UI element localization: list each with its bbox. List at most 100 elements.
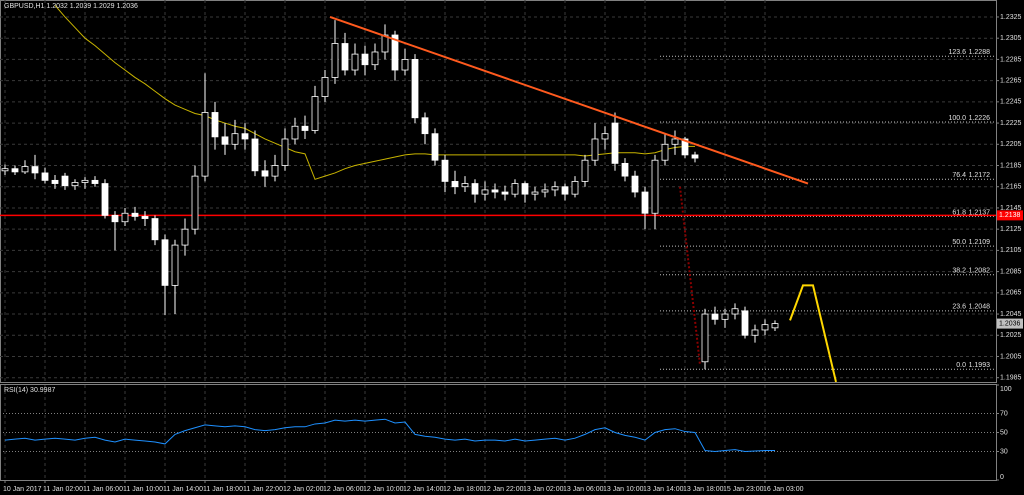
- candle-body: [251, 138, 259, 172]
- x-tick-label: 13 Jan 02:00: [523, 486, 564, 493]
- candle-body: [121, 212, 129, 223]
- x-tick-label: 13 Jan 06:00: [563, 486, 604, 493]
- candle-body: [721, 313, 729, 320]
- candle-body: [701, 313, 709, 363]
- candle-body: [11, 168, 19, 173]
- y-tick-label: 1.2025: [1000, 332, 1022, 339]
- candle-body: [451, 181, 459, 188]
- candle-body: [281, 138, 289, 166]
- candle-body: [641, 191, 649, 214]
- y-tick-label: 1.2085: [1000, 268, 1022, 275]
- x-tick-label: 11 Jan 06:00: [83, 486, 123, 493]
- x-tick-label: 13 Jan 14:00: [643, 486, 684, 493]
- x-tick-label: 12 Jan 06:00: [323, 486, 364, 493]
- candle-body: [41, 172, 49, 181]
- price-label-box: [997, 210, 1023, 221]
- candle-body: [101, 183, 109, 216]
- candle-body: [601, 133, 609, 140]
- candle-body: [261, 170, 269, 177]
- x-tick-label: 12 Jan 18:00: [443, 486, 484, 493]
- chart-title: GBPUSD,H1 1.2032 1.2039 1.2029 1.2036: [4, 3, 138, 10]
- candle-body: [561, 186, 569, 195]
- candle-body: [421, 117, 429, 135]
- fib-level: 123.6: [948, 49, 966, 56]
- rsi-y-tick-label: 100: [1000, 386, 1012, 393]
- candle-body: [201, 112, 209, 177]
- fib-level: 50.0: [952, 239, 966, 246]
- x-tick-label: 11 Jan 14:00: [163, 486, 203, 493]
- fib-price: 1.1993: [969, 362, 991, 369]
- candle-body: [491, 189, 499, 193]
- candle-body: [141, 216, 149, 219]
- candle-body: [521, 183, 529, 195]
- candle-body: [431, 133, 439, 161]
- candle-body: [311, 96, 319, 131]
- y-tick-label: 1.2125: [1000, 226, 1022, 233]
- x-tick-label: 11 Jan 02:00: [43, 486, 83, 493]
- x-tick-label: 13 Jan 10:00: [603, 486, 644, 493]
- fib-level: 100.0: [948, 115, 966, 122]
- x-tick-label: 10 Jan 2017: [3, 486, 42, 493]
- fib-level: 76.4: [952, 172, 966, 179]
- candle-body: [351, 53, 359, 71]
- candle-body: [411, 59, 419, 119]
- x-tick-label: 12 Jan 10:00: [363, 486, 404, 493]
- x-tick-label: 11 Jan 18:00: [203, 486, 243, 493]
- y-tick-label: 1.2005: [1000, 353, 1022, 360]
- candle-body: [191, 175, 199, 230]
- candle-body: [611, 122, 619, 164]
- rsi-y-tick-label: 30: [1000, 448, 1008, 455]
- candle-body: [61, 175, 69, 187]
- candle-body: [591, 138, 599, 161]
- candle-body: [751, 329, 759, 336]
- fib-price: 1.2082: [969, 268, 991, 275]
- y-tick-label: 1.2105: [1000, 247, 1022, 254]
- candle-body: [151, 218, 159, 241]
- candle-body: [211, 112, 219, 138]
- candle-body: [771, 323, 779, 329]
- candle-body: [551, 186, 559, 191]
- y-tick-label: 1.2245: [1000, 99, 1022, 106]
- candle-body: [501, 191, 509, 195]
- main-frame: [0, 0, 997, 383]
- candle-body: [681, 138, 689, 156]
- candle-body: [291, 125, 299, 140]
- x-tick-label: 16 Jan 03:00: [763, 486, 804, 493]
- axes: 1.2325 1.2305 1.2285 1.2265 1.2245 1.2225 1.22…: [3, 14, 1023, 493]
- candle-body: [91, 179, 99, 184]
- y-tick-label: 1.2045: [1000, 311, 1022, 318]
- fib-price: 1.2226: [969, 115, 991, 122]
- rsi-y-tick-label: 50: [1000, 429, 1008, 436]
- candle-body: [761, 324, 769, 331]
- fib-price: 1.2288: [969, 49, 991, 56]
- candle-body: [221, 136, 229, 145]
- rsi-y-tick-label: 0: [1000, 474, 1004, 481]
- candle-body: [241, 133, 249, 140]
- trend-drawing: [329, 16, 809, 185]
- candle-body: [21, 166, 29, 173]
- candle-body: [481, 189, 489, 195]
- fib-price: 1.2048: [969, 304, 991, 311]
- candle-body: [321, 77, 329, 97]
- x-tick-label: 11 Jan 10:00: [123, 486, 163, 493]
- candle-body: [541, 189, 549, 193]
- candle-body: [231, 133, 239, 145]
- candle-body: [661, 143, 669, 161]
- trend-drawing: [679, 186, 701, 366]
- x-tick-label: 13 Jan 18:00: [683, 486, 724, 493]
- y-tick-label: 1.2325: [1000, 14, 1022, 21]
- price-label: 1.2138: [999, 212, 1021, 219]
- candle-body: [391, 34, 399, 71]
- candle-body: [81, 179, 89, 183]
- candle-body: [111, 214, 119, 223]
- candle-body: [441, 159, 449, 182]
- fib-price: 1.2172: [969, 172, 991, 179]
- candle-body: [461, 183, 469, 188]
- candle-body: [71, 182, 79, 187]
- trend-drawing: [789, 284, 837, 383]
- candle-body: [691, 154, 699, 159]
